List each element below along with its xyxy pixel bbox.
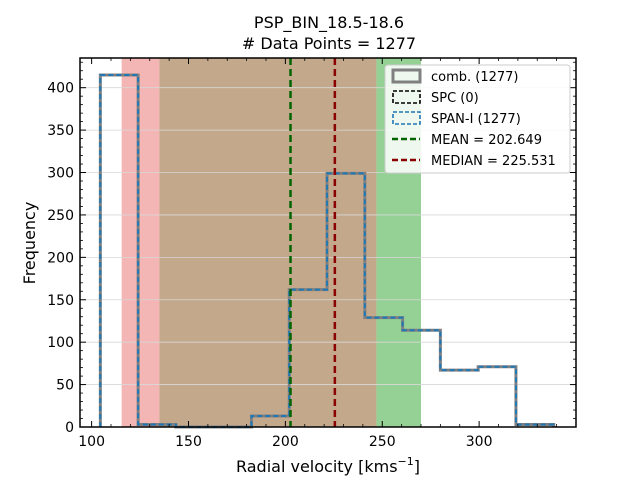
legend: comb. (1277) SPC (0) SPAN-I (1277) MEAN = 2… [384, 64, 571, 174]
legend-box [384, 64, 571, 174]
histogram-steps [98, 73, 556, 429]
plot-area: 100 150 200 250 300 0 50 100 150 200 250 300 350 400 [47, 57, 577, 450]
legend-swatch-1 [392, 90, 421, 104]
histogram-bin-9 [440, 370, 478, 427]
x-tick-label-250: 250 [369, 434, 396, 450]
histogram-bin-8 [403, 330, 441, 427]
y-tick-label-250: 250 [47, 208, 74, 224]
shaded-region-0 [121, 58, 160, 427]
series-span-i-step [99, 73, 555, 428]
shaded-region-1 [159, 58, 377, 427]
x-tick-label-300: 300 [466, 434, 493, 450]
x-tick-label-100: 100 [78, 434, 105, 450]
x-tick-label-150: 150 [175, 434, 202, 450]
legend-label-2: SPAN-I (1277) [431, 112, 521, 127]
chart-title-line-1: PSP_BIN_18.5-18.6 [254, 13, 404, 33]
shaded-regions [121, 58, 421, 427]
histogram-bin-10 [478, 367, 516, 427]
axis-ticks: 100 150 200 250 300 0 50 100 150 200 250 300 350 400 [47, 58, 576, 450]
y-tick-label-0: 0 [65, 420, 74, 436]
stat-lines [289, 58, 337, 427]
y-axis-label: Frequency [20, 202, 39, 285]
histogram-bin-0 [100, 75, 138, 427]
legend-label-0: comb. (1277) [431, 70, 519, 85]
y-tick-label-50: 50 [56, 378, 74, 394]
x-axis-label: Radial velocity [kms−1] [236, 455, 420, 476]
y-tick-label-400: 400 [47, 81, 74, 97]
chart-title-line-2: # Data Points = 1277 [242, 34, 416, 53]
y-tick-label-350: 350 [47, 123, 74, 139]
histogram-bin-5 [289, 290, 327, 427]
histogram-bin-6 [327, 173, 365, 427]
x-tick-label-200: 200 [272, 434, 299, 450]
legend-label-1: SPC (0) [431, 91, 479, 106]
histogram-bin-4 [251, 416, 289, 427]
legend-swatch-2 [392, 111, 421, 125]
histogram-bin-7 [365, 318, 403, 427]
y-tick-label-300: 300 [47, 166, 74, 182]
y-tick-label-200: 200 [47, 250, 74, 266]
plot-frame [79, 57, 577, 428]
y-tick-label-100: 100 [47, 335, 74, 351]
legend-swatch-0 [391, 68, 422, 84]
legend-label-3: MEAN = 202.649 [431, 133, 542, 148]
legend-label-4: MEDIAN = 225.531 [431, 154, 556, 169]
y-tick-label-150: 150 [47, 293, 74, 309]
